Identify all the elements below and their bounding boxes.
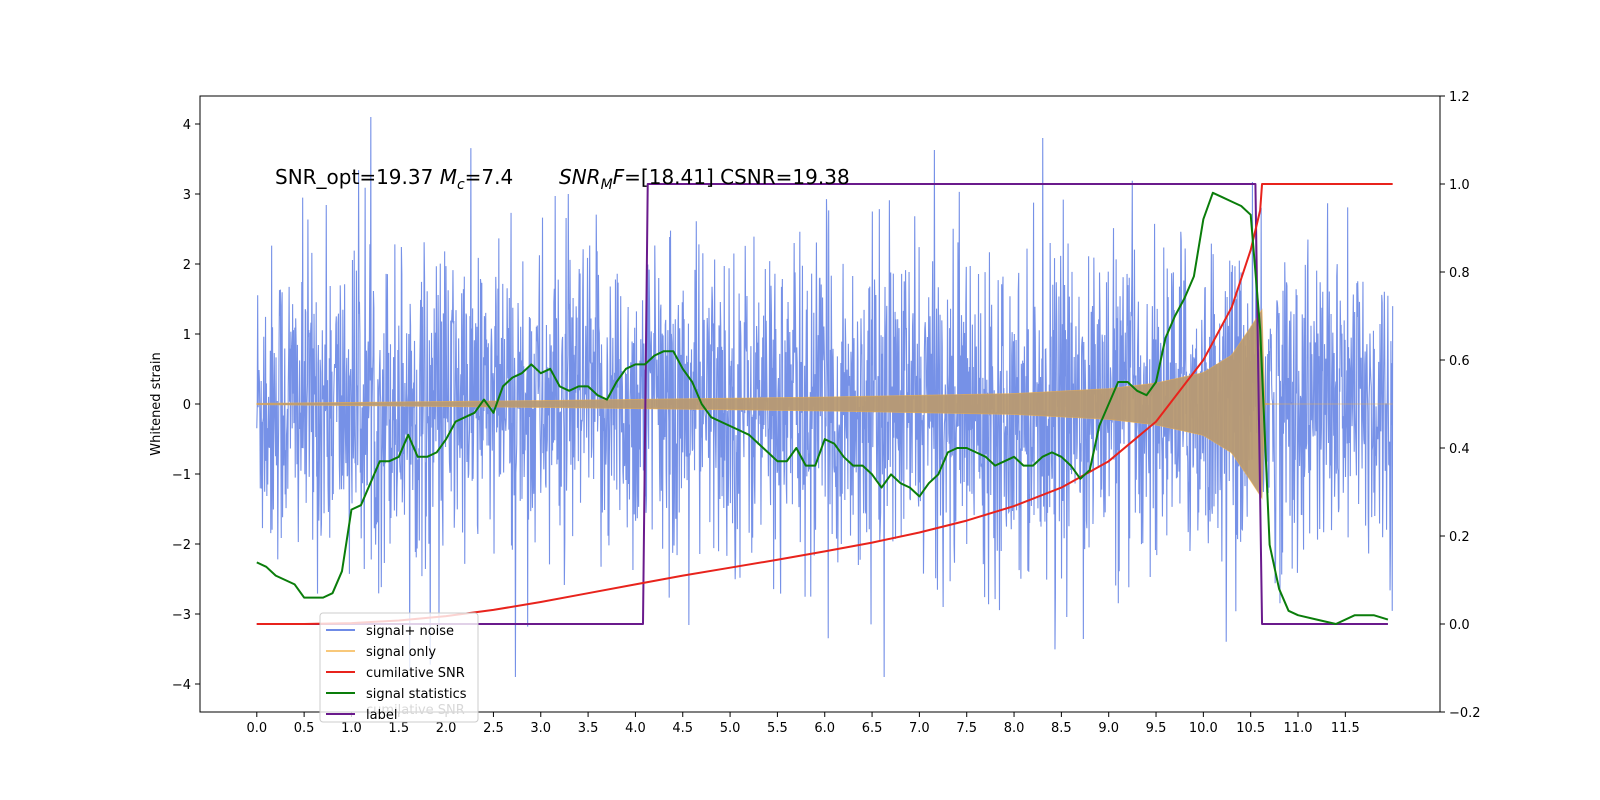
x-tick-label: 2.0 <box>436 721 457 736</box>
y2-tick-label: 0.4 <box>1449 442 1470 457</box>
x-tick-label: 11.5 <box>1331 721 1360 736</box>
legend-box <box>319 612 479 723</box>
signal-statistics-line <box>256 191 1389 625</box>
y-tick-label: −4 <box>172 678 191 693</box>
legend-entry-noise: signal+ noise <box>366 624 454 639</box>
x-tick-label: 7.0 <box>909 721 930 736</box>
y-tick-label: 2 <box>183 258 191 273</box>
legend-entry-label: label <box>366 708 397 723</box>
y-tick-label: −3 <box>172 608 191 623</box>
y-tick-label: 0 <box>183 398 191 413</box>
x-tick-label: 10.5 <box>1236 721 1265 736</box>
x-tick-label: 1.0 <box>341 721 362 736</box>
annotation-mc-value: =7.4 <box>465 165 514 189</box>
legend-ghost-text: cumilative SNR <box>366 703 465 718</box>
y2-tick-label: 0.6 <box>1449 354 1470 369</box>
annotation-snr-sub: M <box>601 177 613 193</box>
y-tick-label: −1 <box>172 468 191 483</box>
y2-axis-ticks: 1.2 1.0 0.8 0.6 0.4 0.2 0.0 −0.2 <box>1440 90 1481 721</box>
label-line <box>256 183 1388 625</box>
x-tick-label: 3.5 <box>578 721 599 736</box>
y-tick-label: 1 <box>183 328 191 343</box>
x-tick-label: 6.0 <box>814 721 835 736</box>
signal-only-envelope <box>256 308 1393 500</box>
x-tick-label: 8.5 <box>1051 721 1072 736</box>
y2-tick-label: 1.2 <box>1449 90 1470 105</box>
x-tick-label: 4.5 <box>672 721 693 736</box>
annotation-text: SNR_opt=19.37 Mc=7.4 SNRMF=[18.41] CSNR=1… <box>275 165 850 193</box>
x-tick-label: 1.5 <box>388 721 409 736</box>
annotation-snr-opt: SNR_opt=19.37 <box>275 165 440 189</box>
x-tick-label: 11.0 <box>1284 721 1313 736</box>
x-tick-label: 5.5 <box>767 721 788 736</box>
y-tick-label: −2 <box>172 538 191 553</box>
legend: cumilative SNR signal+ noise signal only… <box>319 612 479 723</box>
x-tick-label: 10.0 <box>1189 721 1218 736</box>
y2-tick-label: −0.2 <box>1449 706 1481 721</box>
legend-entry-signal: signal only <box>366 645 436 660</box>
annotation-snr-f: F <box>613 165 625 189</box>
x-axis-ticks: 0.0 0.5 1.0 1.5 2.0 2.5 3.0 3.5 4.0 4.5 5.0 5.5 6.0 6… <box>246 712 1360 736</box>
y2-tick-label: 0.2 <box>1449 530 1470 545</box>
x-tick-label: 7.5 <box>956 721 977 736</box>
annotation-snr-value: =[18.41] CSNR=19.38 <box>624 165 850 189</box>
x-tick-label: 4.0 <box>625 721 646 736</box>
legend-entry-stats: signal statistics <box>366 687 467 702</box>
x-tick-label: 0.0 <box>246 721 267 736</box>
x-tick-label: 9.5 <box>1146 721 1167 736</box>
y2-tick-label: 1.0 <box>1449 178 1470 193</box>
signal-only-series <box>256 308 1393 500</box>
annotation-mc-sub: c <box>457 177 465 193</box>
y-axis-label: Whitened strain <box>149 352 164 455</box>
legend-entry-cum-snr: cumilative SNR <box>366 666 465 681</box>
y-tick-label: 3 <box>183 188 191 203</box>
x-tick-label: 0.5 <box>294 721 315 736</box>
x-tick-label: 8.0 <box>1004 721 1025 736</box>
x-tick-label: 3.0 <box>530 721 551 736</box>
annotation-mc-symbol: M <box>440 165 457 189</box>
annotation-snr-symbol: SNR <box>559 165 601 189</box>
x-tick-label: 9.0 <box>1098 721 1119 736</box>
y-tick-label: 4 <box>183 118 191 133</box>
x-tick-label: 6.5 <box>862 721 883 736</box>
y-axis-ticks: 4 3 2 1 0 −1 −2 −3 −4 <box>172 118 200 693</box>
x-tick-label: 2.5 <box>483 721 504 736</box>
y2-tick-label: 0.8 <box>1449 266 1470 281</box>
y2-tick-label: 0.0 <box>1449 618 1470 633</box>
x-tick-label: 5.0 <box>720 721 741 736</box>
